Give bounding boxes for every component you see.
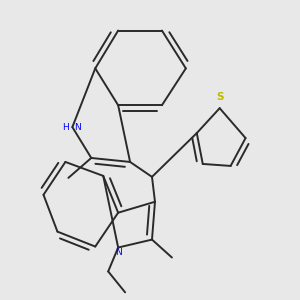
Text: N: N <box>115 248 122 256</box>
Text: N: N <box>74 123 81 132</box>
Text: S: S <box>216 92 224 102</box>
Text: H: H <box>61 123 68 132</box>
